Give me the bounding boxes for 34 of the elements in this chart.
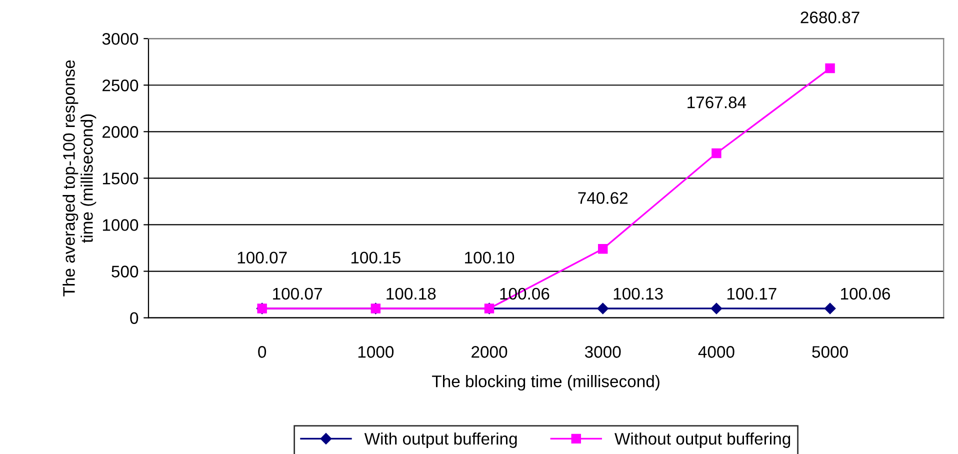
x-tick-label: 3000 xyxy=(584,346,621,358)
y-tick-label: 2500 xyxy=(102,80,138,92)
data-label: 100.15 xyxy=(351,252,400,264)
data-label: 100.17 xyxy=(727,288,776,300)
point xyxy=(824,302,836,314)
data-label: 1767.84 xyxy=(688,96,746,108)
data-label: 100.13 xyxy=(614,288,663,300)
y-axis-title: The averaged top-100 response time (millisecond) xyxy=(62,60,96,296)
x-tick-label: 0 xyxy=(258,346,266,358)
data-label: 740.62 xyxy=(578,192,628,204)
x-tick-label: 1000 xyxy=(358,346,394,358)
y-tick-label: 1500 xyxy=(102,172,138,184)
data-label: 100.07 xyxy=(238,252,287,264)
data-label: 100.18 xyxy=(386,288,436,300)
data-label: 100.07 xyxy=(273,288,322,300)
legend-label: With output buffering xyxy=(364,432,517,448)
point xyxy=(598,244,608,254)
data-label: 100.06 xyxy=(841,288,890,300)
legend-label: Without output buffering xyxy=(614,432,790,448)
y-tick-label: 0 xyxy=(130,312,138,324)
y-tick-label: 1000 xyxy=(102,219,138,231)
point xyxy=(597,302,608,314)
data-label: 100.10 xyxy=(465,252,514,264)
y-tick-label: 2000 xyxy=(102,126,138,138)
x-axis-title: The blocking time (millisecond) xyxy=(432,375,660,391)
y-tick-label: 3000 xyxy=(102,32,138,45)
x-tick-label: 5000 xyxy=(812,346,848,358)
y-tick-label: 500 xyxy=(112,266,138,278)
x-tick-label: 2000 xyxy=(472,346,508,358)
point xyxy=(712,148,722,158)
point xyxy=(825,63,835,74)
point xyxy=(710,302,722,314)
data-label: 2680.87 xyxy=(800,12,860,24)
x-tick-label: 4000 xyxy=(698,346,734,358)
